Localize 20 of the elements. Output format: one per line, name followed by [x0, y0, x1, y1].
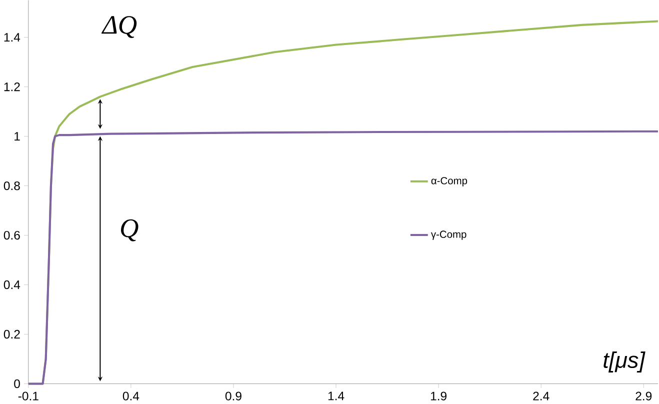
y-tick-label: 1: [14, 132, 20, 141]
y-tick-label: 1.4: [4, 33, 20, 42]
annotation: ΔQ: [101, 16, 137, 38]
x-tick-label: 1.9: [430, 392, 446, 400]
y-tick-label: 0.2: [4, 330, 20, 339]
y-tick-label: 1.2: [4, 82, 20, 92]
x-tick-label: -0.1: [18, 392, 38, 400]
annotation: Q: [121, 219, 138, 242]
x-tick-label: 0.4: [122, 392, 140, 400]
y-tick-label: 0: [14, 380, 20, 388]
x-tick-label: 2.4: [533, 392, 550, 400]
x-axis-title: t[μs]: [604, 352, 646, 373]
x-tick-label: 1.4: [328, 392, 344, 400]
x-tick-label: 0.9: [225, 392, 242, 400]
y-tick-label: 0.6: [4, 231, 20, 240]
y-tick-label: 0.8: [4, 182, 20, 190]
y-tick-label: 0.4: [4, 280, 20, 290]
x-tick-label: 2.9: [636, 392, 652, 400]
legend-label: γ-Comp: [430, 230, 466, 240]
legend-label: α-Comp: [431, 177, 468, 186]
